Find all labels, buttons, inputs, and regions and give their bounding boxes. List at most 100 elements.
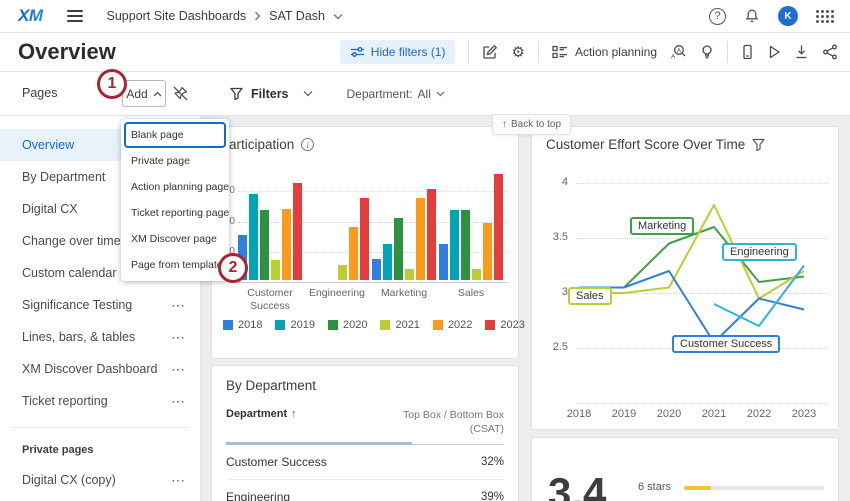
bar-2019[interactable] [450,210,459,280]
department-filter[interactable]: Department: All [347,87,445,101]
department-column-header[interactable]: Department ↑ [226,408,297,420]
bar-2022[interactable] [282,209,291,280]
item-options-icon[interactable]: ⋯ [171,392,186,409]
series-label-customer-success[interactable]: Customer Success [672,335,781,353]
mobile-preview-icon[interactable] [741,44,754,60]
item-options-icon[interactable]: ⋯ [171,471,186,488]
top-header: XM Support Site Dashboards SAT Dash ? K [0,0,850,33]
hamburger-menu-icon[interactable] [66,7,83,25]
menu-item[interactable]: Action planning page [131,181,230,193]
legend-item[interactable]: 2018 [223,319,262,331]
hide-filters-button[interactable]: Hide filters (1) [339,40,456,64]
sidebar-item[interactable]: Lines, bars, & tables ⋯ [0,321,200,353]
sidebar-item[interactable]: Custom calendar [0,257,200,289]
legend-swatch [275,320,286,330]
menu-item[interactable]: Private page [131,155,190,167]
breadcrumb-dashboard[interactable]: SAT Dash [269,9,325,23]
back-to-top-button[interactable]: ↑ Back to top [492,114,572,135]
arrow-up-icon: ↑ [502,119,507,130]
gridline [238,191,508,193]
hide-filters-label: Hide filters (1) [370,45,446,59]
line-series-customer-success[interactable] [579,270,805,344]
line-series-sales[interactable] [579,204,805,300]
bar-2021[interactable] [338,265,347,280]
y-axis-tick-label: 3.5 [552,231,568,243]
action-planning-button[interactable]: Action planning [552,45,657,59]
legend-item[interactable]: 2022 [432,319,472,331]
subheader-row: Pages Add Filters Department: All [0,72,850,116]
app-switcher-waffle-icon[interactable] [816,9,834,23]
bar-2021[interactable] [472,269,481,280]
help-icon[interactable]: ? [709,7,726,25]
series-label-engineering[interactable]: Engineering [722,243,797,261]
sidebar-item[interactable]: XM Discover Dashboard ⋯ [0,353,200,385]
table-row[interactable]: Engineering 39% [226,480,504,501]
gridline [576,238,828,239]
private-pages-header: Private pages [22,444,94,456]
edit-dashboard-icon[interactable] [482,44,498,60]
add-page-button[interactable]: Add [122,80,166,107]
menu-item[interactable]: Blank page [124,122,226,148]
sidebar-item[interactable]: Ticket reporting ⋯ [0,385,200,417]
sidebar-item[interactable]: Significance Testing ⋯ [0,289,200,321]
series-label-sales[interactable]: Sales [568,287,612,305]
funnel-icon[interactable] [752,138,765,151]
menu-item[interactable]: Ticket reporting page [131,207,230,219]
bar-2019[interactable] [249,194,258,280]
notifications-bell-icon[interactable] [744,8,760,24]
sidebar-item[interactable]: Digital CX (copy) ⋯ [0,464,200,496]
table-row[interactable]: Customer Success 32% [226,445,504,480]
bar-2020[interactable] [461,210,470,280]
menu-item[interactable]: Page from template [131,259,223,271]
bar-2018[interactable] [439,244,448,280]
legend-item[interactable]: 2023 [485,319,525,331]
download-icon[interactable] [794,44,809,60]
bar-2018[interactable] [372,259,381,280]
sidebar-item-label: Custom calendar [22,266,117,280]
x-axis-tick-label: 2019 [611,408,637,420]
bar-2021[interactable] [405,269,414,280]
text-zoom-icon[interactable]: A A [670,44,687,60]
item-options-icon[interactable]: ⋯ [171,296,186,313]
y-axis-tick-label: 20 [223,245,235,257]
legend-item[interactable]: 2021 [380,319,420,331]
menu-item[interactable]: XM Discover page [131,233,217,245]
ces-over-time-widget: Customer Effort Score Over Time 4 3.5 3 2.5… [531,126,839,430]
info-icon[interactable]: i [301,138,315,151]
chevron-down-icon[interactable] [303,90,313,97]
x-axis-tick-label: 2023 [791,408,817,420]
sidebar-item[interactable]: Digital CX [0,193,200,225]
bar-2020[interactable] [260,210,269,280]
chevron-down-icon[interactable] [333,13,343,20]
breadcrumb-project[interactable]: Support Site Dashboards [106,9,247,23]
gridline [576,293,828,294]
play-slideshow-icon[interactable] [767,44,781,60]
bar-2022[interactable] [416,198,425,280]
unpin-sidebar-icon[interactable] [172,85,189,102]
filters-label[interactable]: Filters [251,86,289,101]
bar-2022[interactable] [483,223,492,280]
bar-2020[interactable] [394,218,403,280]
x-axis-category-label: Sales [457,287,485,299]
bar-2023[interactable] [494,174,503,280]
sidebar-item[interactable]: By Department [0,161,200,193]
legend-item[interactable]: 2020 [327,319,368,331]
sidebar-item-label: Lines, bars, & tables [22,330,136,344]
series-label-marketing[interactable]: Marketing [630,217,695,235]
user-avatar[interactable]: K [778,6,798,26]
legend-label: 2020 [342,319,368,331]
item-options-icon[interactable]: ⋯ [171,360,186,377]
item-options-icon[interactable]: ⋯ [171,328,186,345]
settings-gear-icon[interactable]: ⚙ [511,43,525,61]
lightbulb-icon[interactable] [700,44,714,60]
share-icon[interactable] [822,44,838,60]
bar-2023[interactable] [293,183,302,280]
bar-2019[interactable] [383,244,392,280]
bar-2023[interactable] [360,198,369,280]
sidebar-item[interactable]: Change over time [0,225,200,257]
bar-2021[interactable] [271,260,280,280]
bar-2022[interactable] [349,227,358,280]
legend-item[interactable]: 2019 [275,319,315,331]
line-series-engineering[interactable] [713,264,805,327]
bar-2023[interactable] [427,189,436,280]
